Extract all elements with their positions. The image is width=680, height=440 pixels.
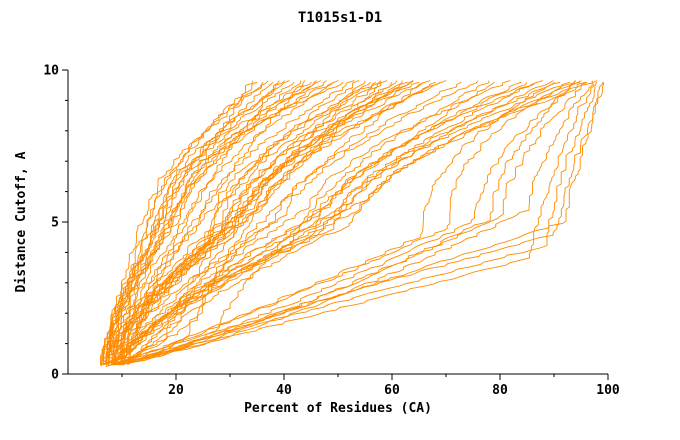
y-axis-label: Distance Cutoff, A — [14, 151, 29, 292]
x-tick-label: 80 — [492, 383, 508, 398]
model-curve — [111, 81, 570, 366]
x-tick-label: 100 — [596, 383, 620, 398]
model-curve — [116, 80, 511, 365]
model-curve — [102, 80, 339, 366]
model-curve — [116, 80, 447, 364]
model-curve — [119, 80, 543, 366]
model-curve — [124, 81, 538, 364]
model-curve — [116, 81, 522, 365]
model-curve — [100, 81, 274, 365]
model-curve — [110, 81, 408, 366]
y-tick-label: 5 — [51, 216, 59, 231]
model-curve — [116, 80, 582, 366]
tick-labels-group: 0 5 10 20 40 60 80 100 — [43, 64, 620, 399]
y-tick-label: 0 — [51, 368, 59, 383]
model-curve — [121, 81, 561, 365]
model-curve — [105, 81, 264, 365]
model-curve — [111, 81, 425, 366]
model-curve — [105, 81, 598, 367]
model-curve — [111, 81, 555, 366]
ticks-group — [62, 69, 609, 380]
model-curve — [111, 81, 604, 366]
model-curve — [121, 80, 554, 364]
model-curve — [116, 80, 593, 364]
model-curve — [105, 80, 285, 366]
model-curve — [105, 81, 334, 365]
x-tick-label: 20 — [168, 383, 184, 398]
model-curve — [122, 82, 604, 366]
model-curve — [108, 81, 371, 365]
model-curve — [105, 80, 327, 364]
model-curve — [113, 81, 588, 366]
model-curve — [105, 83, 595, 367]
model-curve — [105, 80, 355, 365]
x-axis-label: Percent of Residues (CA) — [244, 401, 432, 416]
chart-title: T1015s1-D1 — [298, 10, 382, 26]
model-curve — [111, 81, 383, 366]
model-curve — [105, 80, 360, 365]
y-tick-label: 10 — [43, 64, 59, 79]
model-curve — [111, 81, 462, 365]
model-curve — [108, 80, 414, 366]
model-curve — [119, 80, 490, 365]
model-curve — [119, 80, 576, 366]
model-curve — [117, 80, 577, 364]
model-curve — [127, 81, 581, 365]
model-curve — [111, 80, 388, 364]
model-curve — [100, 81, 344, 365]
x-tick-label: 60 — [384, 383, 400, 398]
model-curves-group — [100, 80, 604, 367]
x-tick-label: 40 — [276, 383, 292, 398]
